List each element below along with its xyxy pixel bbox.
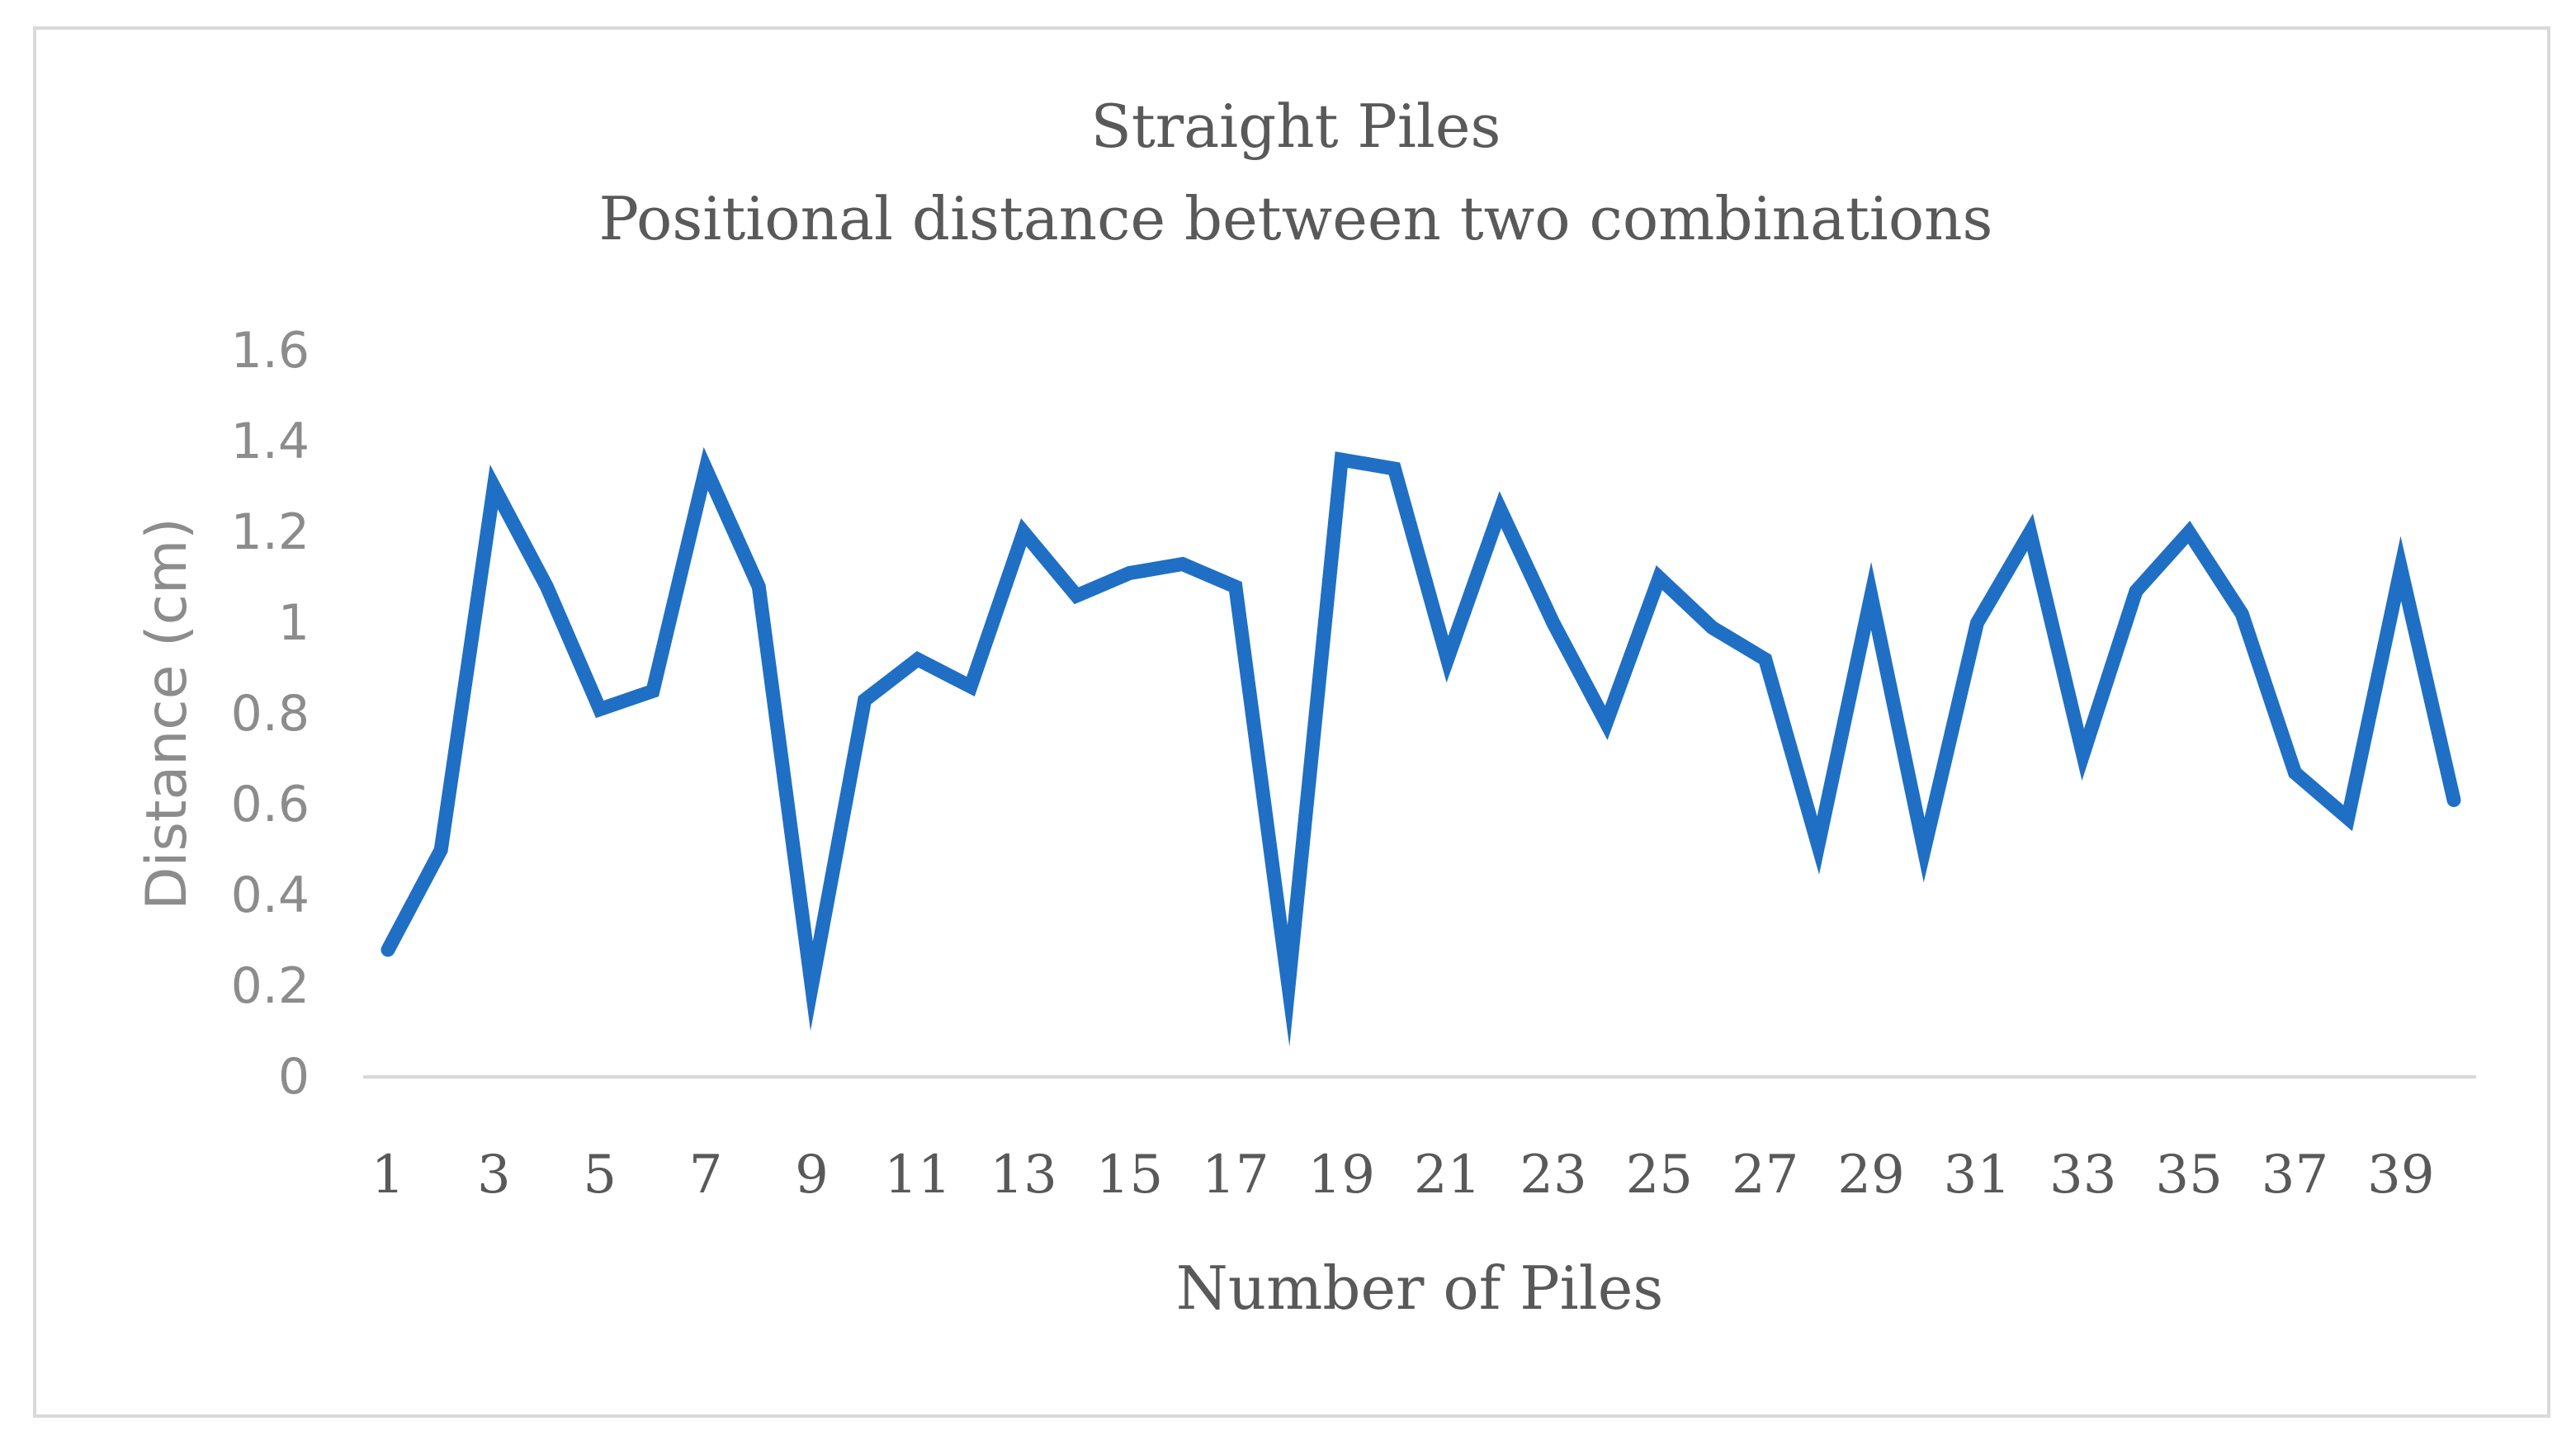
data-point bbox=[2078, 750, 2088, 760]
data-point bbox=[860, 696, 870, 706]
x-tick-label: 7 bbox=[689, 1145, 723, 1206]
x-tick-label: 31 bbox=[1944, 1145, 2011, 1206]
x-tick-label: 17 bbox=[1202, 1145, 1269, 1206]
y-tick-label: 0.4 bbox=[231, 866, 310, 924]
x-tick-label: 21 bbox=[1414, 1145, 1481, 1206]
y-tick-label: 1.4 bbox=[231, 413, 310, 470]
data-point bbox=[1019, 527, 1028, 537]
data-point bbox=[1283, 981, 1293, 991]
data-point bbox=[383, 945, 393, 955]
x-tick-label: 23 bbox=[1520, 1145, 1586, 1206]
data-point bbox=[489, 482, 499, 492]
data-point bbox=[595, 705, 605, 715]
data-point bbox=[2396, 564, 2406, 574]
data-point bbox=[1866, 591, 1876, 601]
x-tick-label: 29 bbox=[1837, 1145, 1904, 1206]
x-tick-label: 33 bbox=[2049, 1145, 2116, 1206]
x-axis-title: Number of Piles bbox=[1176, 1253, 1664, 1323]
y-tick-label: 0.6 bbox=[231, 776, 310, 833]
y-axis-ticks: 0 0.2 0.4 0.6 0.8 1 1.2 1.4 1.6 bbox=[231, 322, 310, 1106]
data-point bbox=[701, 464, 711, 474]
data-point bbox=[1548, 618, 1558, 628]
data-point bbox=[542, 582, 552, 592]
data-point bbox=[1761, 654, 1770, 664]
data-point bbox=[1071, 591, 1081, 601]
y-tick-label: 0.2 bbox=[231, 957, 310, 1015]
x-tick-label: 39 bbox=[2367, 1145, 2434, 1206]
y-axis-title: Distance (cm) bbox=[135, 517, 200, 910]
x-tick-label: 1 bbox=[371, 1145, 405, 1206]
data-point bbox=[2290, 768, 2299, 778]
data-point bbox=[1496, 505, 1505, 515]
data-point bbox=[1125, 569, 1135, 578]
data-point bbox=[1919, 845, 1929, 855]
data-point bbox=[648, 687, 658, 696]
y-tick-label: 1.2 bbox=[231, 503, 310, 561]
x-tick-label: 11 bbox=[884, 1145, 951, 1206]
series-line bbox=[380, 446, 2461, 1047]
data-point bbox=[2343, 814, 2353, 824]
x-axis-ticks: 1 3 5 7 9 11 13 15 17 19 21 23 25 27 29 31 33 35 37 39 bbox=[371, 1145, 2435, 1206]
data-point bbox=[1654, 573, 1664, 583]
y-tick-label: 0 bbox=[278, 1048, 310, 1106]
x-tick-label: 25 bbox=[1626, 1145, 1693, 1206]
y-tick-label: 1.6 bbox=[231, 322, 310, 380]
data-point bbox=[2025, 527, 2035, 537]
chart-title: Straight Piles bbox=[1091, 92, 1501, 161]
data-point bbox=[1336, 455, 1346, 465]
data-point bbox=[2449, 795, 2459, 805]
x-tick-label: 9 bbox=[795, 1145, 829, 1206]
x-tick-label: 3 bbox=[477, 1145, 511, 1206]
x-tick-label: 19 bbox=[1308, 1145, 1375, 1206]
x-tick-label: 37 bbox=[2262, 1145, 2328, 1206]
data-point bbox=[1443, 654, 1453, 664]
x-tick-label: 15 bbox=[1096, 1145, 1163, 1206]
data-point bbox=[1972, 618, 1982, 628]
data-point bbox=[806, 981, 816, 991]
data-point bbox=[966, 682, 976, 692]
data-point bbox=[1707, 623, 1717, 633]
data-point bbox=[1601, 718, 1611, 728]
y-tick-label: 0.8 bbox=[231, 685, 310, 743]
x-tick-label: 5 bbox=[583, 1145, 617, 1206]
data-point bbox=[1389, 464, 1399, 474]
data-point bbox=[2131, 587, 2141, 597]
data-point bbox=[1231, 582, 1241, 592]
x-tick-label: 27 bbox=[1732, 1145, 1798, 1206]
data-point bbox=[754, 582, 763, 592]
data-point bbox=[2237, 609, 2247, 619]
data-point bbox=[436, 845, 446, 855]
y-tick-label: 1 bbox=[278, 594, 310, 652]
x-tick-label: 13 bbox=[990, 1145, 1056, 1206]
data-point bbox=[2184, 527, 2194, 537]
series-group bbox=[380, 446, 2461, 1047]
x-tick-label: 35 bbox=[2155, 1145, 2222, 1206]
chart-subtitle: Positional distance between two combinat… bbox=[598, 184, 1992, 253]
data-point bbox=[1813, 841, 1823, 851]
data-point bbox=[913, 654, 923, 664]
data-point bbox=[1178, 559, 1188, 569]
